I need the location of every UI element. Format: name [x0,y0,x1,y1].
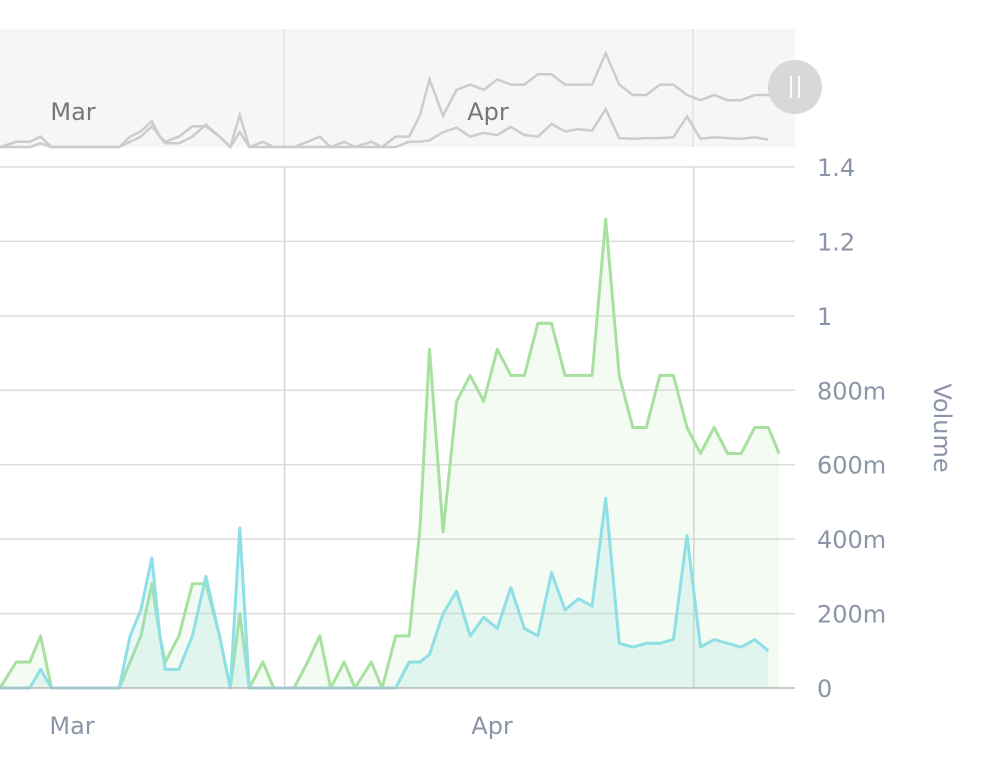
navigator-labels: Mar Apr [50,98,509,126]
navigator-label: Mar [50,98,95,126]
y-tick-label: 0 [817,675,832,703]
navigator-handle[interactable] [768,60,822,114]
x-axis-ticks: Mar Apr [49,712,513,740]
y-tick-label: 1.4 [817,154,855,182]
y-tick-label: 1 [817,303,832,331]
y-axis-label: Volume [928,383,956,472]
y-tick-label: 600m [817,452,886,480]
navigator-background [0,29,795,147]
x-tick-label: Mar [49,712,94,740]
y-tick-label: 400m [817,526,886,554]
y-axis-ticks: 0 200m 400m 600m 800m 1 1.2 1.4 [817,154,886,703]
y-tick-label: 800m [817,377,886,405]
y-tick-label: 200m [817,601,886,629]
series-group [0,217,781,690]
navigator-line-2 [0,106,769,150]
series-line-2[interactable] [0,496,770,690]
grid-lines [0,166,795,688]
series-area-1 [0,219,780,688]
navigator-handle-circle[interactable] [768,60,822,114]
navigator-series [0,50,780,150]
plot-area [0,166,795,690]
navigator[interactable]: Mar Apr [0,29,822,150]
navigator-label: Apr [467,98,509,126]
x-tick-label: Apr [471,712,513,740]
y-tick-label: 1.2 [817,228,855,256]
